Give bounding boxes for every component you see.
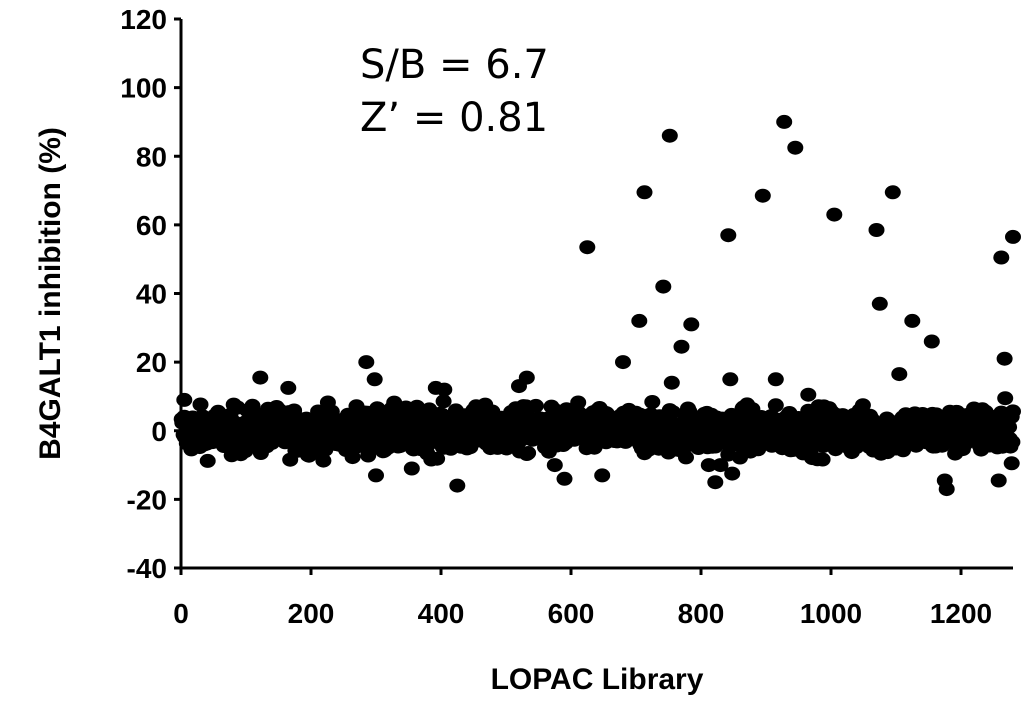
data-point-hit [707, 475, 724, 490]
data-point-hit [776, 114, 793, 129]
data-point [192, 397, 209, 412]
data-point-hit [722, 372, 739, 387]
data-point-hit [754, 188, 771, 203]
data-point [644, 395, 661, 409]
data-point [435, 394, 452, 409]
data-point-hit [673, 339, 690, 354]
data-point-hit [663, 375, 680, 390]
data-point [854, 398, 871, 413]
data-point-hit [280, 380, 297, 395]
annotation-z-prime: Z’ = 0.81 [360, 95, 548, 141]
data-point-hit [594, 468, 611, 483]
data-point [429, 451, 446, 466]
y-axis-title: B4GALT1 inhibition (%) [34, 127, 67, 460]
data-point-hit [546, 458, 563, 473]
data-point-hit [436, 382, 453, 397]
data-point-hit [871, 296, 888, 311]
data-point-hit [884, 185, 901, 200]
data-point [570, 395, 587, 410]
data-point-hit [449, 478, 466, 493]
data-point-hit [997, 391, 1014, 406]
data-point [527, 398, 544, 413]
x-tick-label: 600 [548, 598, 595, 629]
data-point-hit [176, 392, 193, 407]
data-point-hit [661, 128, 678, 143]
data-point-hit [655, 279, 672, 294]
data-point-hit [518, 370, 535, 385]
data-point-hit [990, 473, 1007, 488]
data-point-hit [996, 351, 1013, 366]
data-point-hit [904, 313, 921, 328]
data-points [173, 114, 1021, 497]
y-tick-label: -40 [127, 553, 167, 584]
data-point-hit [368, 468, 384, 483]
x-axis-title: LOPAC Library [491, 663, 704, 696]
data-point-hit [868, 223, 885, 237]
data-point-hit [993, 250, 1010, 265]
x-tick-label: 400 [418, 598, 465, 629]
y-tick-label: 100 [120, 73, 167, 104]
axes [179, 19, 1013, 570]
data-point-hit [999, 410, 1016, 424]
data-point-hit [891, 367, 908, 382]
data-point-hit [579, 240, 596, 255]
data-point-hit [938, 482, 955, 497]
data-point-hit [358, 355, 375, 370]
data-point [814, 452, 831, 467]
data-point-hit [767, 372, 784, 387]
data-point-hit [787, 140, 804, 155]
data-point-hit [636, 185, 653, 200]
x-tick-label: 1000 [800, 598, 862, 629]
y-tick-label: 40 [136, 279, 167, 310]
y-tick-label: 0 [151, 416, 167, 447]
y-tick-label: -20 [127, 484, 167, 515]
data-point [1004, 435, 1021, 449]
x-tick-label: 0 [173, 598, 189, 629]
data-point-hit [631, 313, 648, 328]
data-point [767, 398, 784, 413]
data-point-hit [712, 458, 729, 473]
data-point-hit [720, 228, 737, 243]
data-point [360, 448, 377, 463]
y-tick-label: 20 [136, 347, 167, 378]
x-tick-label: 200 [288, 598, 335, 629]
data-point-hit [1005, 229, 1021, 244]
y-ticks: -40 -20 0 20 40 60 80 100 120 [120, 4, 181, 584]
x-ticks: 0 200 400 600 800 1000 1200 [173, 568, 992, 629]
data-point [678, 450, 694, 465]
data-point-hit [403, 461, 420, 476]
data-point [199, 453, 216, 468]
data-point-hit [683, 317, 700, 332]
annotation-sb: S/B = 6.7 [360, 42, 549, 88]
data-point [520, 446, 537, 460]
y-tick-label: 120 [120, 4, 167, 35]
data-point-hit [826, 207, 843, 222]
data-point [315, 453, 332, 468]
data-point-hit [700, 458, 717, 473]
y-tick-label: 60 [136, 210, 167, 241]
data-point-hit [252, 370, 269, 385]
data-point-hit [366, 372, 383, 387]
data-point-hit [615, 355, 631, 370]
data-point-hit [556, 471, 573, 486]
data-point-hit [800, 387, 817, 402]
data-point-hit [724, 466, 741, 481]
x-tick-label: 1200 [930, 598, 992, 629]
data-point-hit [1003, 456, 1020, 471]
data-point-hit [923, 334, 940, 349]
y-tick-label: 80 [136, 141, 167, 172]
x-tick-label: 800 [678, 598, 725, 629]
